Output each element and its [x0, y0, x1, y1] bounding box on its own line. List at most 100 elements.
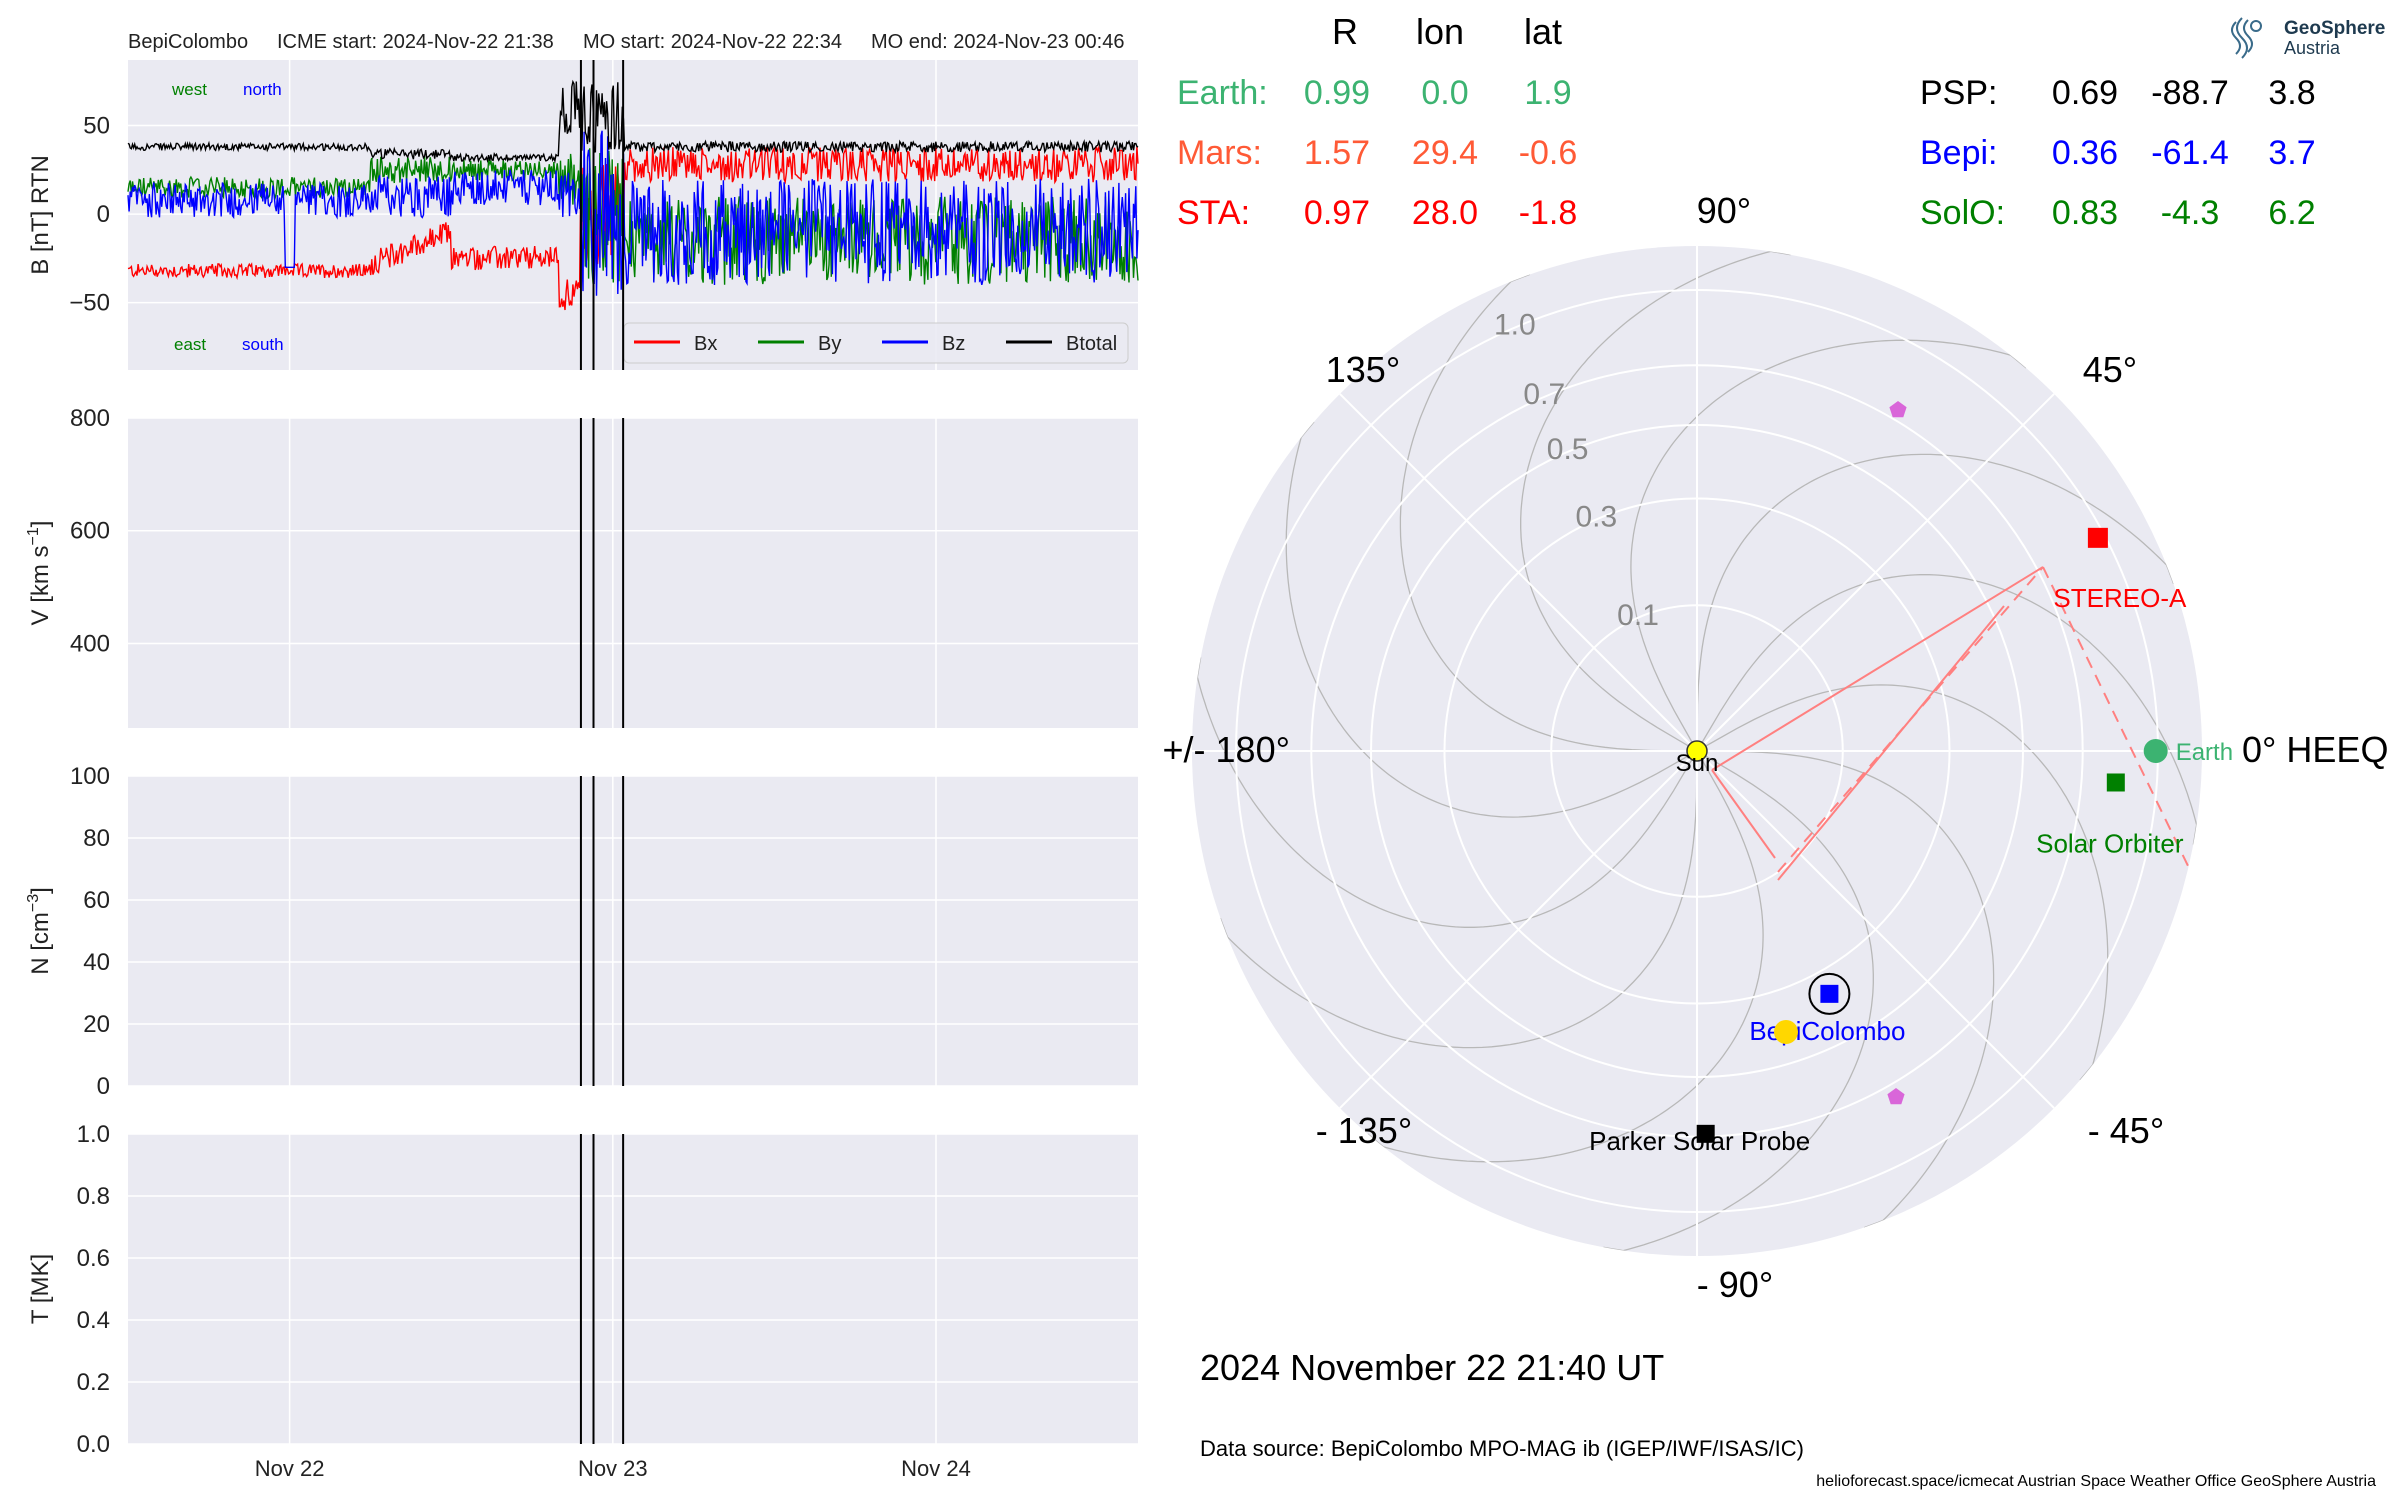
series-bx: [127, 145, 1139, 311]
parker-spiral: [1630, 339, 2027, 752]
polar-radial-labels: 0.1 0.3 0.5 0.7 1.0: [1494, 309, 1659, 632]
n-panel-grid: [128, 775, 1138, 1087]
polar-radial-label: 1.0: [1494, 309, 1536, 342]
parker-spiral: [1603, 750, 1874, 1252]
earth-marker: [2143, 739, 2168, 763]
table-header-lon: lon: [1416, 11, 1464, 52]
n-ylabel-end: ]: [27, 887, 54, 894]
geosphere-logo: GeoSphere Austria: [2231, 17, 2385, 59]
v-ylabel-sup: −1: [25, 527, 42, 545]
b-panel-legend: Bx By Bz Btotal: [623, 322, 1129, 364]
footer-credits: helioforecast.space/icmecat Austrian Spa…: [1816, 1473, 2376, 1490]
ytick-label: 0.2: [77, 1369, 110, 1396]
polar-spoke: [1696, 750, 2055, 1109]
table-header-lat: lat: [1524, 11, 1562, 52]
b-panel-grid: [128, 60, 1138, 370]
b-panel-ylabel: B [nT] RTN: [27, 155, 54, 275]
table-row-lat: 3.7: [2268, 134, 2315, 172]
polar-angle-label: - 90°: [1697, 1264, 1773, 1305]
ytick-label: 20: [83, 1011, 110, 1038]
ytick-label: −50: [69, 290, 110, 317]
table-row-lon: -61.4: [2151, 134, 2229, 172]
n-ylabel-main: N [cm: [27, 912, 54, 975]
annotation-east: east: [174, 335, 206, 354]
mo-start-label: MO start: 2024-Nov-22 22:34: [583, 31, 842, 53]
yellow-marker: [1774, 1020, 1798, 1044]
xtick-label: Nov 23: [578, 1456, 648, 1481]
polar-angle-labels: 90° 45° 0° HEEQ - 45° - 90° - 135° +/- 180° 135…: [1163, 190, 2389, 1305]
table-row-lat: 3.8: [2268, 74, 2315, 112]
table-row-name: Earth:: [1177, 74, 1268, 112]
ytick-label: 0.6: [77, 1245, 110, 1272]
v-panel-grid: [128, 417, 1138, 728]
table-row-r: 0.97: [1304, 194, 1370, 232]
table-row-name: Mars:: [1177, 134, 1262, 172]
ytick-label: 60: [83, 887, 110, 914]
ytick-label: 50: [83, 113, 110, 140]
solar-orbiter-marker: [2106, 773, 2125, 792]
cme-line: [1777, 605, 2005, 881]
table-row-name: SolO:: [1920, 194, 2005, 232]
legend-label-bx: Bx: [694, 333, 717, 355]
pentagon-marker: [1887, 1088, 1905, 1105]
bepicolombo-marker: [1820, 984, 1839, 1003]
parker-spiral: [1219, 750, 1698, 1049]
polar-angle-label: 135°: [1326, 349, 1400, 390]
ytick-label: 0: [97, 1073, 110, 1100]
annotation-north: north: [243, 80, 282, 99]
mo-end-label: MO end: 2024-Nov-23 00:46: [871, 31, 1125, 53]
ytick-label: 0.0: [77, 1431, 110, 1458]
psp-marker: [1696, 1124, 1715, 1143]
table-row-lon: -88.7: [2151, 74, 2229, 112]
polar-spoke: [1339, 393, 1698, 752]
polar-radial-label: 0.1: [1617, 599, 1659, 632]
table-row-lat: -0.6: [1519, 134, 1578, 172]
cme-lines: [1711, 566, 2191, 881]
ytick-label: 1.0: [77, 1121, 110, 1148]
table-row-lon: 28.0: [1412, 194, 1478, 232]
parker-spiral: [1285, 421, 1698, 818]
polar-radial-label: 0.5: [1547, 433, 1589, 466]
parker-spirals: [1196, 250, 2198, 1252]
table-row-r: 0.99: [1304, 74, 1370, 112]
ytick-label: 600: [70, 518, 110, 545]
polar-angle-label: 0° HEEQ: [2242, 729, 2388, 770]
xtick-label: Nov 22: [255, 1456, 325, 1481]
polar-angle-label: - 135°: [1316, 1110, 1412, 1151]
sun-label: Sun: [1676, 750, 1719, 777]
ytick-label: 0.4: [77, 1307, 110, 1334]
table-row-lat: 1.9: [1524, 74, 1571, 112]
polar-radial-label: 0.7: [1523, 378, 1565, 411]
v-panel-background: [128, 418, 1138, 728]
event-lines: [579, 60, 625, 1444]
series-bz: [127, 130, 1139, 296]
ytick-label: 0: [97, 201, 110, 228]
stereo-a-label: STEREO-A: [2053, 583, 2187, 613]
position-table-right: PSP: 0.69 -88.7 3.8 Bepi: 0.36 -61.4 3.7 SolO: 0.…: [1920, 74, 2316, 232]
polar-spoke: [1339, 750, 1698, 1109]
parker-spiral: [1520, 250, 1791, 752]
parker-spiral: [1696, 684, 2109, 1081]
data-source: Data source: BepiColombo MPO-MAG ib (IGE…: [1200, 1436, 1804, 1461]
density-panel: 100 80 60 40 20 0 N [cm−3]: [25, 763, 1138, 1100]
annotation-south: south: [242, 335, 284, 354]
table-row-r: 0.69: [2052, 74, 2118, 112]
table-left-rows: Earth: 0.99 0.0 1.9 Mars: 1.57 29.4 -0.6 STA: 0.9…: [1177, 74, 1577, 232]
n-ylabel-sup: −3: [25, 894, 42, 912]
polar-angle-label: 45°: [2083, 349, 2137, 390]
n-panel-yticks: 100 80 60 40 20 0: [70, 763, 110, 1100]
n-panel-ylabel: N [cm−3]: [25, 887, 54, 975]
ytick-label: 800: [70, 405, 110, 432]
ytick-label: 80: [83, 825, 110, 852]
ytick-label: 40: [83, 949, 110, 976]
psp-label: Parker Solar Probe: [1589, 1126, 1810, 1156]
bepicolombo-label: BepiColombo: [1749, 1016, 1905, 1046]
polar-spoke: [1696, 393, 2055, 752]
v-ylabel-end: ]: [27, 521, 54, 528]
polar-angle-label: +/- 180°: [1163, 729, 1290, 770]
v-panel-ylabel: V [km s−1]: [25, 521, 54, 626]
table-row-r: 1.57: [1304, 134, 1370, 172]
timestamp: 2024 November 22 21:40 UT: [1200, 1347, 1664, 1388]
t-panel-yticks: 1.0 0.8 0.6 0.4 0.2 0.0: [77, 1121, 110, 1458]
b-panel-series: [127, 79, 1139, 311]
